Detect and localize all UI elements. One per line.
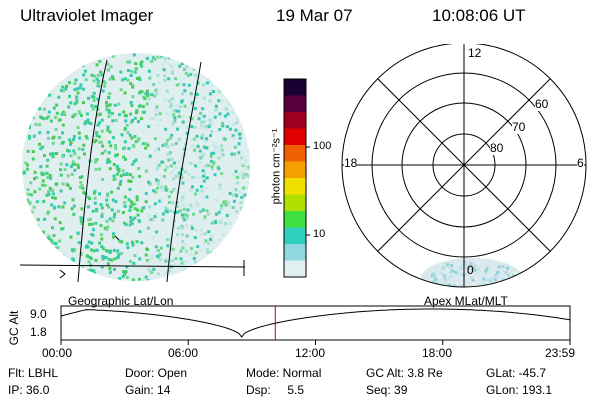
lat-label-80: 80 xyxy=(490,141,504,155)
x-tick-label-1200: 12:00 xyxy=(295,346,326,360)
earth-image-panel xyxy=(19,53,250,283)
meridian-line-west xyxy=(77,59,108,283)
glon-field: GLon: 193.1 xyxy=(486,383,553,397)
polar-plot xyxy=(341,44,587,288)
door-field: Door: Open xyxy=(125,366,188,380)
colorbar-segment xyxy=(284,128,306,146)
polar-diagonal-2 xyxy=(377,78,551,252)
colorbar-segment xyxy=(284,95,306,113)
ip-field: IP: 36.0 xyxy=(8,383,50,397)
y-tick-label-low: 1.8 xyxy=(30,325,47,339)
lat-label-70: 70 xyxy=(512,120,526,134)
x-tick-label-0600: 06:00 xyxy=(168,346,199,360)
gain-field: Gain: 14 xyxy=(125,383,171,397)
colorbar-tick-label-100: 100 xyxy=(313,140,332,152)
time-label: 10:08:06 UT xyxy=(432,6,526,25)
colorbar-segment xyxy=(284,211,306,228)
coastline-mark-small xyxy=(114,235,120,241)
colorbar-unit-label: photon cm⁻²s⁻¹ xyxy=(270,128,283,205)
colorbar-segment xyxy=(284,178,306,195)
mlt-label-6: 6 xyxy=(577,156,584,170)
instrument-title: Ultraviolet Imager xyxy=(20,6,154,25)
colorbar-segment xyxy=(284,112,306,129)
x-tick-label-0000: 00:00 xyxy=(42,346,73,360)
geographic-label: Geographic Lat/Lon xyxy=(68,294,174,308)
meridian-line-east xyxy=(166,61,202,283)
gc-alt-axis-title: GC Alt xyxy=(7,310,21,346)
colorbar-segment xyxy=(284,79,306,96)
latitude-line xyxy=(19,264,246,268)
altitude-curve xyxy=(60,308,571,338)
altitude-timeline xyxy=(60,305,571,345)
filter-field: Flt: LBHL xyxy=(8,366,59,380)
apex-label: Apex MLat/MLT xyxy=(424,294,508,308)
dsp-field: Dsp: 5.5 xyxy=(246,383,305,397)
colorbar xyxy=(283,78,310,278)
colorbar-tick-label-10: 10 xyxy=(313,228,326,240)
x-tick-label-1800: 18:00 xyxy=(422,346,453,360)
mlt-label-12: 12 xyxy=(467,46,483,60)
polar-emission-pixels xyxy=(422,260,525,287)
colorbar-gradient xyxy=(284,79,306,278)
colorbar-segment xyxy=(284,194,306,212)
date-label: 19 Mar 07 xyxy=(276,6,353,25)
colorbar-segment xyxy=(284,145,306,162)
earth-disk xyxy=(22,53,250,281)
seq-field: Seq: 39 xyxy=(366,383,408,397)
timeline-ticks xyxy=(60,340,571,345)
colorbar-segment xyxy=(284,227,306,245)
colorbar-segment xyxy=(284,161,306,179)
colorbar-segment xyxy=(284,260,306,278)
x-tick-label-2359: 23:59 xyxy=(545,346,576,360)
mlt-label-0: 0 xyxy=(467,263,474,277)
colorbar-segment xyxy=(284,244,306,261)
lat-label-60: 60 xyxy=(535,97,549,111)
mlt-label-18: 18 xyxy=(344,156,358,170)
mode-field: Mode: Normal xyxy=(246,366,322,380)
glat-field: GLat: -45.7 xyxy=(486,366,547,380)
colorbar-frame xyxy=(283,78,307,278)
y-tick-label-high: 9.0 xyxy=(30,307,47,321)
coastline-mark xyxy=(59,269,66,279)
gc-alt-field: GC Alt: 3.8 Re xyxy=(366,366,443,380)
